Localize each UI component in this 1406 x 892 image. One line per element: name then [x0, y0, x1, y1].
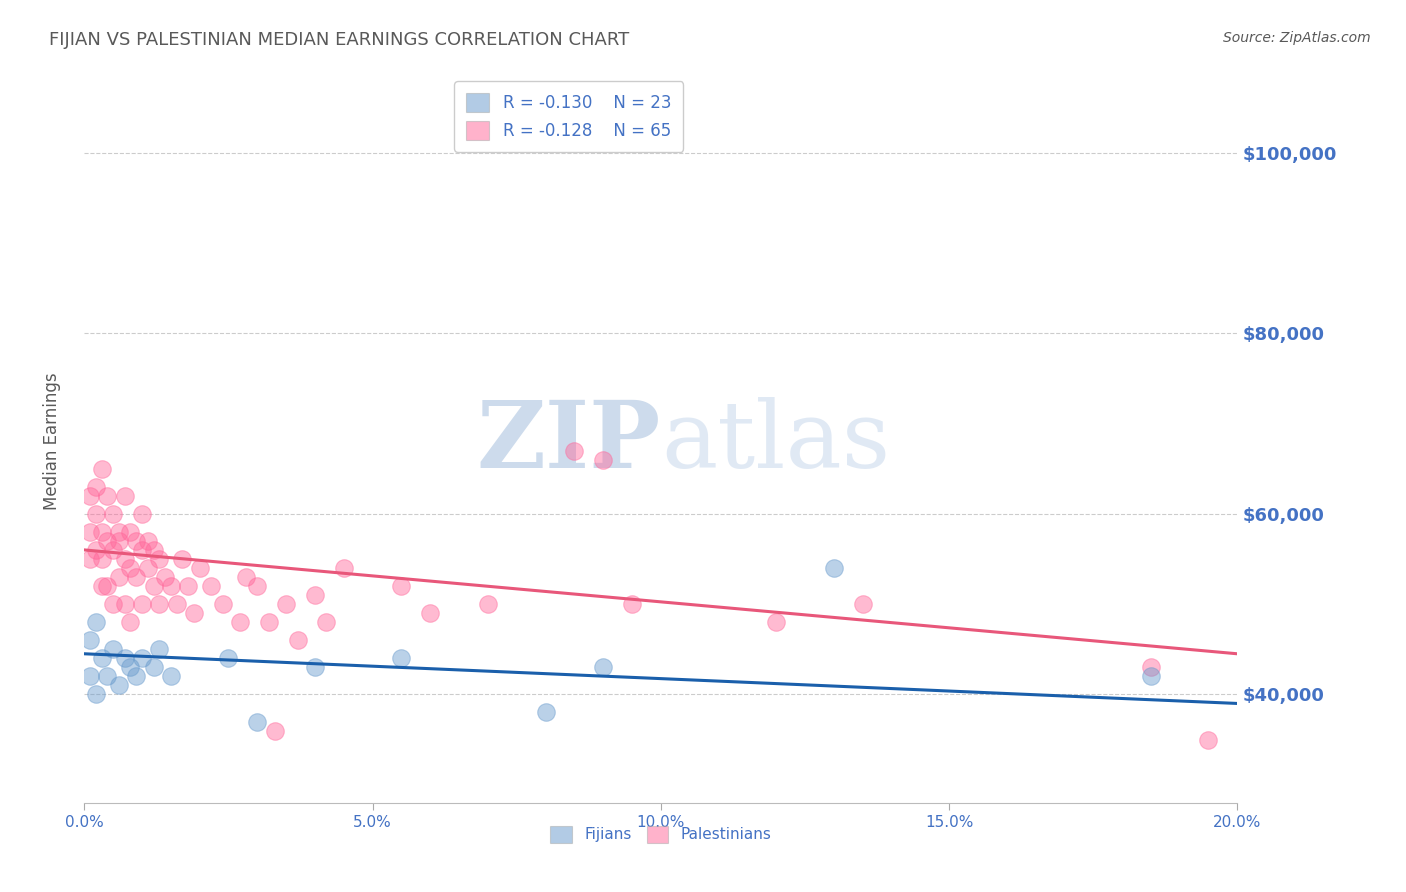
Point: [852, 597, 875, 611]
Point: [96, 533, 118, 548]
Point: [125, 669, 148, 683]
Point: [103, 642, 124, 657]
Point: [90, 524, 112, 539]
Point: [108, 678, 131, 692]
Point: [103, 507, 124, 521]
Point: [84, 687, 107, 701]
Point: [153, 570, 176, 584]
Point: [592, 452, 614, 467]
Point: [257, 615, 280, 630]
Point: [79, 552, 101, 566]
Point: [172, 552, 194, 566]
Point: [90, 579, 112, 593]
Point: [90, 461, 112, 475]
Point: [246, 579, 269, 593]
Point: [211, 597, 233, 611]
Text: atlas: atlas: [661, 397, 890, 486]
Point: [148, 642, 170, 657]
Text: FIJIAN VS PALESTINIAN MEDIAN EARNINGS CORRELATION CHART: FIJIAN VS PALESTINIAN MEDIAN EARNINGS CO…: [49, 31, 630, 49]
Point: [79, 489, 101, 503]
Point: [103, 542, 124, 557]
Point: [333, 561, 356, 575]
Point: [276, 597, 298, 611]
Point: [534, 706, 557, 720]
Point: [183, 606, 205, 620]
Point: [218, 651, 240, 665]
Point: [79, 669, 101, 683]
Point: [188, 561, 211, 575]
Point: [131, 542, 153, 557]
Point: [246, 714, 269, 729]
Point: [96, 579, 118, 593]
Point: [114, 597, 136, 611]
Point: [148, 597, 170, 611]
Point: [79, 524, 101, 539]
Point: [120, 660, 142, 674]
Point: [287, 633, 309, 648]
Point: [120, 524, 142, 539]
Point: [84, 542, 107, 557]
Point: [114, 552, 136, 566]
Point: [621, 597, 644, 611]
Point: [131, 651, 153, 665]
Point: [235, 570, 257, 584]
Point: [96, 669, 118, 683]
Point: [592, 660, 614, 674]
Y-axis label: Median Earnings: Median Earnings: [42, 373, 60, 510]
Point: [263, 723, 285, 738]
Point: [90, 552, 112, 566]
Point: [160, 579, 183, 593]
Point: [823, 561, 845, 575]
Point: [84, 507, 107, 521]
Point: [90, 651, 112, 665]
Point: [391, 579, 413, 593]
Point: [304, 588, 326, 602]
Point: [142, 542, 165, 557]
Text: ZIP: ZIP: [477, 397, 661, 486]
Point: [166, 597, 188, 611]
Point: [108, 533, 131, 548]
Point: [1140, 660, 1163, 674]
Point: [148, 552, 170, 566]
Point: [765, 615, 787, 630]
Point: [142, 660, 165, 674]
Point: [177, 579, 200, 593]
Text: Source: ZipAtlas.com: Source: ZipAtlas.com: [1223, 31, 1371, 45]
Point: [142, 579, 165, 593]
Point: [114, 489, 136, 503]
Point: [108, 524, 131, 539]
Point: [160, 669, 183, 683]
Point: [1140, 669, 1163, 683]
Point: [120, 615, 142, 630]
Point: [477, 597, 499, 611]
Point: [131, 507, 153, 521]
Point: [125, 570, 148, 584]
Point: [1198, 732, 1220, 747]
Point: [419, 606, 441, 620]
Point: [120, 561, 142, 575]
Point: [84, 615, 107, 630]
Point: [103, 597, 124, 611]
Legend: Fijians, Palestinians: Fijians, Palestinians: [544, 820, 778, 849]
Point: [136, 561, 159, 575]
Point: [84, 480, 107, 494]
Point: [114, 651, 136, 665]
Point: [108, 570, 131, 584]
Point: [125, 533, 148, 548]
Point: [131, 597, 153, 611]
Point: [564, 443, 586, 458]
Point: [391, 651, 413, 665]
Point: [200, 579, 222, 593]
Point: [96, 489, 118, 503]
Point: [136, 533, 159, 548]
Point: [315, 615, 337, 630]
Point: [79, 633, 101, 648]
Point: [229, 615, 252, 630]
Point: [304, 660, 326, 674]
